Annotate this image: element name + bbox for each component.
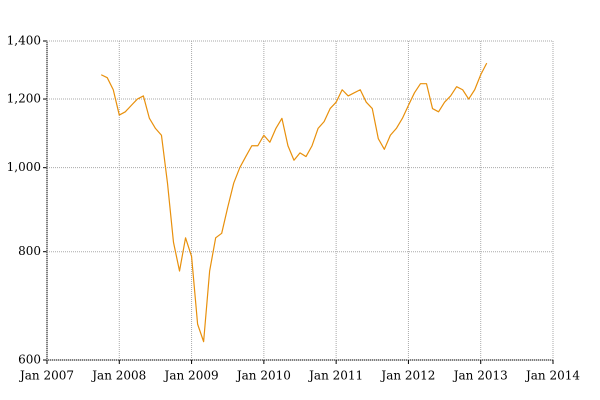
x-tick-label: Jan 2012 bbox=[379, 369, 435, 383]
y-tick-label: 800 bbox=[18, 244, 41, 258]
x-tick-label: Jan 2010 bbox=[235, 369, 291, 383]
y-tick-label: 1,400 bbox=[7, 34, 41, 48]
data-line bbox=[100, 62, 488, 343]
y-tick-label: 1,000 bbox=[7, 160, 41, 174]
y-tick-label: 600 bbox=[18, 353, 41, 367]
x-tick-label: Jan 2008 bbox=[90, 369, 146, 383]
x-tick-label: Jan 2013 bbox=[452, 369, 508, 383]
y-tick-label: 1,200 bbox=[7, 92, 41, 106]
x-tick-label: Jan 2011 bbox=[307, 369, 363, 383]
x-tick-label: Jan 2014 bbox=[524, 369, 580, 383]
x-tick-label: Jan 2009 bbox=[163, 369, 219, 383]
x-tick-label: Jan 2007 bbox=[18, 369, 74, 383]
